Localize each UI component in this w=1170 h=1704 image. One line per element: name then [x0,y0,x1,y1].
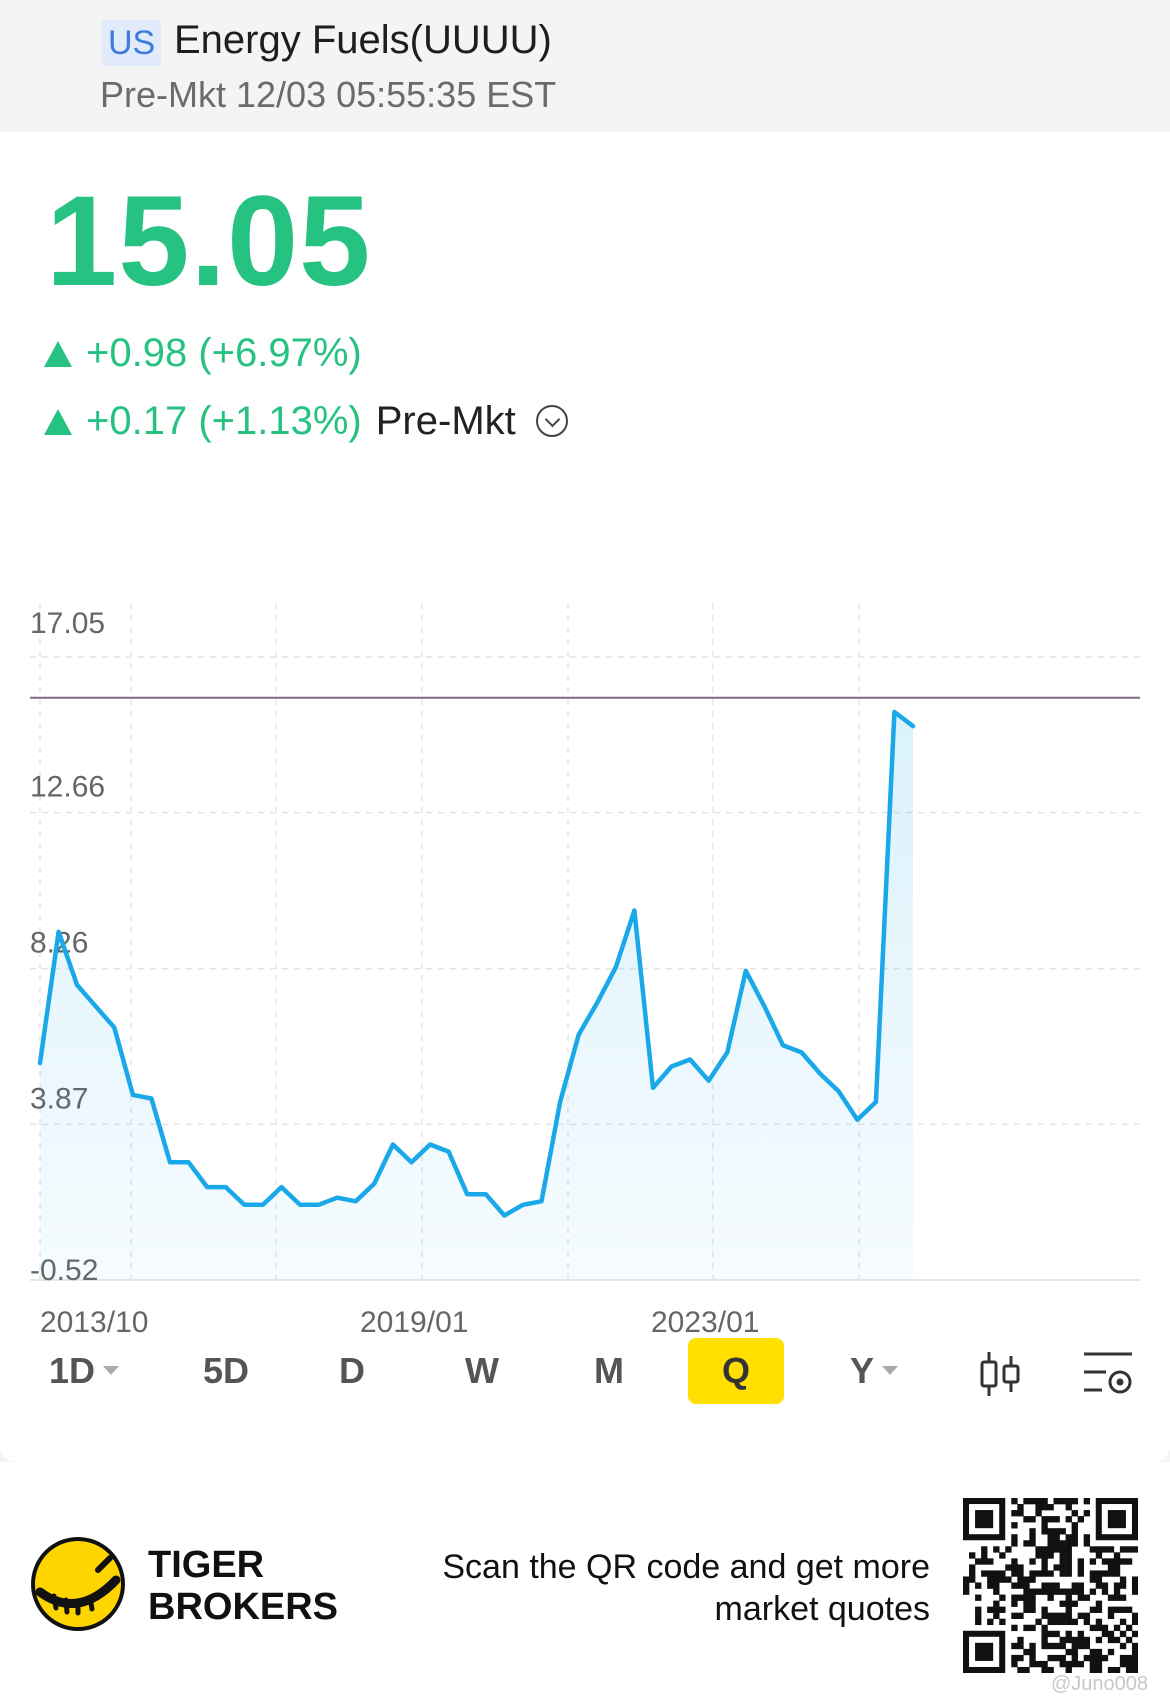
stock-title: Energy Fuels(UUUU) [174,18,552,62]
y-tick-label: 17.05 [30,607,105,640]
timeframe-label: M [594,1350,624,1391]
qr-caption: Scan the QR code and get more market quo… [410,1546,930,1630]
chart-settings-icon[interactable] [1082,1350,1134,1398]
price-line [37,709,916,1218]
brand-line-2: BROKERS [148,1586,339,1628]
qr-caption-line-1: Scan the QR code and get more [442,1548,930,1586]
session-timestamp: Pre-Mkt 12/03 05:55:35 EST [100,74,557,115]
timeframe-label: W [465,1350,499,1391]
premarket-change-row[interactable]: +0.17 (+1.13%) Pre-Mkt [44,396,568,446]
x-tick-label: 2023/01 [651,1306,759,1339]
qr-code-icon [963,1498,1138,1673]
brand-name: TIGER BROKERS [148,1544,338,1628]
brand-line-1: TIGER [148,1544,265,1586]
last-price: 15.05 [46,170,372,313]
qr-caption-line-2: market quotes [714,1590,930,1628]
quote-header: US Energy Fuels(UUUU) Pre-Mkt 12/03 05:5… [0,0,1170,132]
timeframe-w-button[interactable]: W [437,1338,527,1404]
timeframe-label: Q [721,1350,750,1391]
y-tick-label: 12.66 [30,771,105,804]
timeframe-label: D [339,1350,365,1391]
up-triangle-icon [44,409,72,435]
watermark: @Juno008 [1050,1673,1148,1695]
premarket-label: Pre-Mkt [375,399,516,443]
regular-change-row: +0.98 (+6.97%) [44,328,362,378]
quote-card: 15.05 +0.98 (+6.97%) +0.17 (+1.13%) Pre-… [0,132,1170,1462]
tiger-brokers-logo [31,1537,125,1631]
timeframe-5d-button[interactable]: 5D [181,1338,271,1404]
x-tick-label: 2013/10 [40,1306,148,1339]
market-badge: US [102,20,162,66]
timeframe-q-button[interactable]: Q [688,1338,784,1404]
timeframe-y-button[interactable]: Y [829,1338,919,1404]
x-tick-label: 2019/01 [360,1306,468,1339]
timeframe-label: 5D [202,1350,250,1391]
premarket-change-value: +0.17 (+1.13%) [86,399,362,443]
candlestick-icon[interactable] [978,1350,1022,1398]
up-triangle-icon [44,341,72,367]
timeframe-1d-button[interactable]: 1D [39,1338,129,1404]
chevron-down-icon[interactable] [535,405,568,437]
timeframe-m-button[interactable]: M [564,1338,654,1404]
share-footer: TIGER BROKERS Scan the QR code and get m… [0,1462,1170,1704]
x-axis-labels: 2013/10 2019/01 2023/01 [40,1306,759,1339]
caret-down-icon [882,1365,898,1375]
price-area-fill [40,712,913,1280]
regular-change-value: +0.98 (+6.97%) [86,331,362,375]
timeframe-d-button[interactable]: D [307,1338,397,1404]
timeframe-label: 1D [48,1350,96,1391]
timeframe-label: Y [849,1350,874,1391]
caret-down-icon [103,1365,120,1375]
timeframe-toolbar: 1D 5D D W M Q Y [0,1338,1170,1414]
